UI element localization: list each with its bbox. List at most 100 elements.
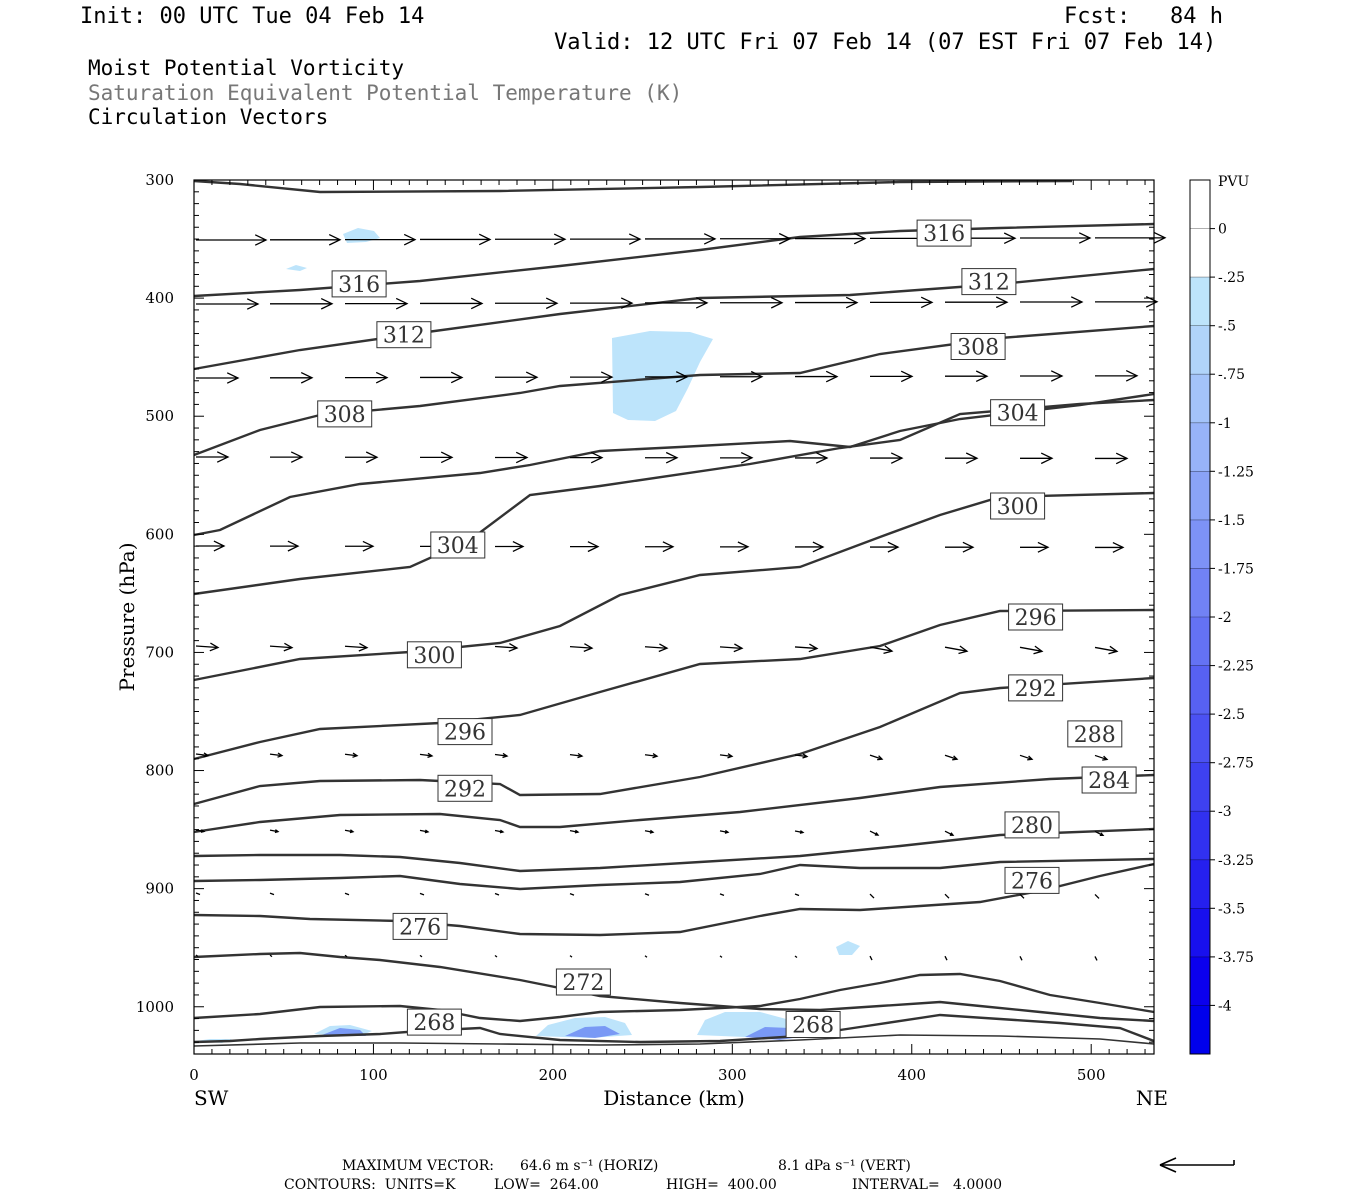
contours-interval: INTERVAL= 4.0000 — [852, 1177, 1003, 1193]
contours-low: LOW= 264.00 — [494, 1177, 599, 1193]
vector-arrowhead — [1050, 370, 1064, 382]
contour-label: 268 — [792, 1014, 834, 1039]
circulation-vector — [869, 754, 883, 760]
colorbar-segment — [1190, 617, 1210, 667]
contour-label-box — [1081, 766, 1137, 794]
contour-label: 284 — [1088, 769, 1130, 794]
title-pv: Moist Potential Vorticity — [88, 56, 405, 80]
vector-arrowhead — [750, 370, 764, 383]
vector-arrowhead — [845, 296, 859, 309]
circulation-vector — [944, 955, 948, 961]
vector-arrowhead — [703, 233, 717, 245]
contour-label: 276 — [1011, 869, 1053, 894]
contour-label: 300 — [997, 495, 1039, 520]
contours-units: CONTOURS: UNITS=K — [284, 1177, 456, 1193]
colorbar-segment — [1190, 228, 1210, 278]
vector-arrowhead — [1112, 542, 1125, 553]
contour-label-box — [785, 1011, 841, 1038]
theta-es-contour — [193, 827, 1155, 873]
contour-label: 288 — [1074, 723, 1116, 748]
vector-arrowhead — [874, 832, 880, 836]
pv-fill-core — [565, 1026, 620, 1038]
pv-fill-region — [612, 331, 713, 421]
vector-arrowhead — [287, 540, 300, 552]
pv-fill-region — [343, 228, 380, 243]
x-tick-label: 500 — [1077, 1066, 1106, 1084]
x-tick-label: 300 — [718, 1066, 747, 1084]
circulation-vector — [869, 955, 873, 961]
colorbar-segment — [1190, 811, 1210, 861]
contour-label-box — [437, 774, 493, 802]
vector-arrowhead — [812, 541, 825, 553]
circulation-vector — [269, 892, 275, 896]
vector-arrowhead — [349, 829, 355, 834]
vector-arrowhead — [553, 233, 567, 246]
vector-arrowhead — [652, 753, 659, 759]
circulation-vector — [269, 954, 273, 958]
title-vectors: Circulation Vectors — [88, 105, 329, 129]
contour-label: 308 — [957, 336, 999, 361]
contour-label-box — [961, 268, 1017, 296]
vector-arrowhead — [877, 755, 884, 761]
vector-arrowhead — [283, 642, 294, 652]
theta-es-contour — [193, 857, 1155, 891]
vector-arrowhead — [740, 452, 754, 464]
circulation-vector — [344, 892, 350, 896]
vector-arrowhead — [628, 233, 642, 245]
colorbar-segment — [1190, 374, 1210, 424]
vector-arrowhead — [300, 372, 314, 384]
vector-arrowhead — [890, 452, 904, 464]
colorbar-level-label: -1.5 — [1218, 513, 1245, 529]
vector-arrowhead — [975, 370, 989, 382]
vector-arrowhead — [695, 297, 709, 309]
circulation-vector — [1094, 893, 1100, 899]
vector-arrowhead — [1078, 232, 1092, 244]
vector-arrowhead — [802, 753, 809, 759]
circulation-vector — [944, 646, 968, 652]
vector-arrowhead — [424, 829, 430, 834]
circulation-vector — [794, 893, 800, 897]
reference-vector-arrow — [1159, 1157, 1235, 1173]
vector-arrowhead — [724, 829, 730, 834]
circulation-vector — [1019, 646, 1043, 652]
vector-arrowhead — [328, 234, 342, 246]
theta-es-contour — [193, 862, 1155, 937]
contour-label-box — [1008, 603, 1064, 631]
vector-arrowhead — [662, 541, 675, 553]
colorbar-level-label: -4 — [1218, 998, 1232, 1014]
vector-arrowhead — [277, 752, 284, 758]
vector-arrowhead — [815, 452, 829, 464]
circulation-vector — [569, 753, 583, 757]
circulation-vector — [569, 892, 575, 896]
vector-arrowhead — [470, 297, 484, 310]
colorbar-segment — [1190, 277, 1210, 327]
vector-arrowhead — [320, 298, 334, 310]
circulation-vector — [794, 754, 808, 758]
vector-arrowhead — [450, 371, 464, 384]
vector-arrowhead — [274, 829, 280, 834]
vector-arrowhead — [920, 296, 934, 309]
x-tick-label: 200 — [539, 1066, 568, 1084]
vector-arrowhead — [727, 753, 734, 759]
y-tick-label: 300 — [145, 171, 174, 189]
vector-arrowhead — [1099, 832, 1105, 837]
contour-label-box — [1004, 866, 1060, 894]
title-theta-es: Saturation Equivalent Potential Temperat… — [88, 81, 683, 105]
vector-arrowhead — [949, 832, 955, 836]
circulation-vector — [719, 754, 733, 757]
circulation-vector — [794, 955, 798, 958]
colorbar-level-label: -3.75 — [1218, 950, 1254, 966]
valid-time: Valid: 12 UTC Fri 07 Feb 14 (07 EST Fri … — [554, 30, 1217, 55]
circulation-vector — [419, 753, 433, 757]
vector-arrowhead — [226, 372, 240, 384]
vector-arrowhead — [1102, 755, 1109, 761]
endpoint-left: SW — [194, 1086, 229, 1110]
vector-arrowhead — [403, 233, 417, 246]
circulation-vector — [869, 646, 893, 652]
colorbar-level-label: -3.25 — [1218, 853, 1254, 869]
colorbar-level-label: -1.75 — [1218, 561, 1254, 577]
y-tick-label: 700 — [145, 643, 174, 661]
vector-arrowhead — [525, 371, 539, 384]
contour-label: 292 — [1015, 677, 1057, 702]
max-vector-horiz: 64.6 m s⁻¹ (HORIZ) — [520, 1158, 659, 1174]
